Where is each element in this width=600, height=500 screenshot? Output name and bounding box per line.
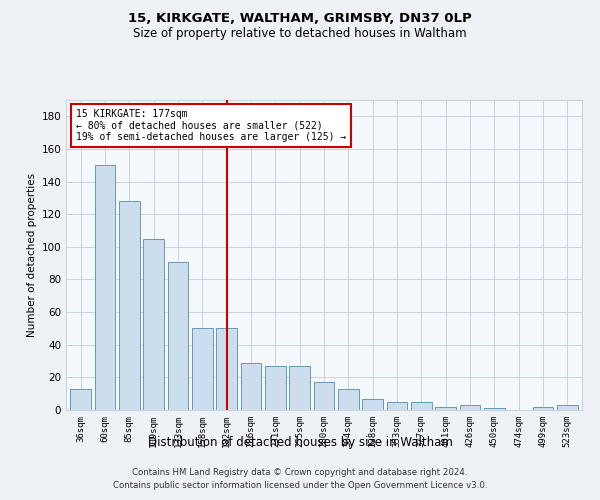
Bar [362, 398, 383, 410]
Text: Contains HM Land Registry data © Crown copyright and database right 2024.: Contains HM Land Registry data © Crown c… [132, 468, 468, 477]
Bar [436, 406, 456, 410]
Text: Size of property relative to detached houses in Waltham: Size of property relative to detached ho… [133, 28, 467, 40]
Bar [314, 382, 334, 410]
Text: Contains public sector information licensed under the Open Government Licence v3: Contains public sector information licen… [113, 482, 487, 490]
Bar [167, 262, 188, 410]
Bar [143, 238, 164, 410]
Bar [70, 389, 91, 410]
Bar [241, 362, 262, 410]
Bar [119, 201, 140, 410]
Bar [192, 328, 212, 410]
Bar [386, 402, 407, 410]
Bar [265, 366, 286, 410]
Y-axis label: Number of detached properties: Number of detached properties [27, 173, 37, 337]
Bar [484, 408, 505, 410]
Bar [338, 389, 359, 410]
Bar [557, 405, 578, 410]
Text: 15 KIRKGATE: 177sqm
← 80% of detached houses are smaller (522)
19% of semi-detac: 15 KIRKGATE: 177sqm ← 80% of detached ho… [76, 110, 347, 142]
Bar [289, 366, 310, 410]
Bar [411, 402, 432, 410]
Bar [460, 405, 481, 410]
Bar [216, 328, 237, 410]
Text: Distribution of detached houses by size in Waltham: Distribution of detached houses by size … [148, 436, 452, 449]
Text: 15, KIRKGATE, WALTHAM, GRIMSBY, DN37 0LP: 15, KIRKGATE, WALTHAM, GRIMSBY, DN37 0LP [128, 12, 472, 26]
Bar [533, 406, 553, 410]
Bar [95, 166, 115, 410]
